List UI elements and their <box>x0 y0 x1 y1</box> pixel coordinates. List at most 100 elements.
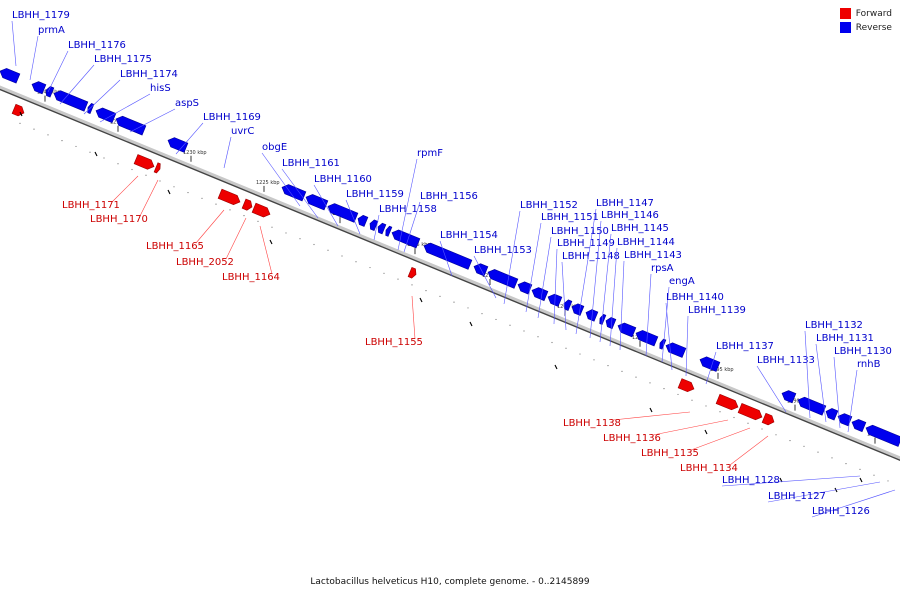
reverse-gene-label: LBHH_1179 <box>12 10 70 21</box>
guide-dot <box>467 307 469 309</box>
reverse-gene <box>699 356 721 372</box>
reverse-gene <box>659 338 667 350</box>
reverse-gene-label: LBHH_1176 <box>68 40 126 51</box>
tick-label: 1215 kbp <box>407 242 431 248</box>
guide-dot <box>313 243 315 246</box>
leader-line <box>811 489 896 518</box>
reverse-gene-label: rpsA <box>651 263 674 274</box>
reverse-gene <box>487 269 519 289</box>
guide-dot <box>341 255 343 257</box>
forward-gene-label: LBHH_1155 <box>365 337 423 348</box>
leader-line <box>259 225 273 275</box>
legend-reverse: Reverse <box>839 22 892 33</box>
leader-line <box>652 419 729 436</box>
reverse-gene-label: LBHH_1151 <box>541 212 599 223</box>
leader-line <box>537 236 552 319</box>
reverse-gene-label: LBHH_1175 <box>94 54 152 65</box>
reverse-gene-label: LBHH_1137 <box>716 341 774 352</box>
reverse-gene <box>357 214 369 227</box>
backbone <box>0 85 900 460</box>
leader-line <box>129 108 176 133</box>
reverse-swatch <box>839 22 851 33</box>
reverse-gene-label: rpmF <box>417 148 443 159</box>
feature-mark <box>859 477 863 483</box>
backbone-shadow <box>0 88 900 461</box>
reverse-gene <box>617 322 637 338</box>
guide-dot <box>663 388 665 390</box>
leader-line <box>599 233 612 343</box>
guide-dot <box>537 336 539 338</box>
legend-forward: Forward <box>839 8 892 19</box>
guide-dot <box>621 370 623 372</box>
reverse-gene-label: LBHH_1139 <box>688 305 746 316</box>
guide-dot <box>299 238 301 240</box>
forward-gene-label: LBHH_1134 <box>680 463 738 474</box>
feature-mark <box>779 477 783 483</box>
leader-line <box>661 286 670 363</box>
legend-forward-label: Forward <box>855 8 892 19</box>
guide-dot <box>397 278 399 280</box>
reverse-gene-label: LBHH_1152 <box>520 200 578 211</box>
leader-line <box>373 214 380 241</box>
forward-gene <box>241 198 253 211</box>
guide-dot <box>117 163 119 165</box>
reverse-gene <box>605 317 617 330</box>
forward-gene <box>677 378 695 393</box>
guide-dot <box>845 463 847 465</box>
reverse-gene-label: LBHH_1145 <box>611 223 669 234</box>
leader-line <box>195 209 225 244</box>
leader-line <box>575 208 597 335</box>
reverse-gene <box>531 287 549 302</box>
guide-dot <box>705 405 707 407</box>
leader-line <box>665 302 673 371</box>
guide-dot <box>271 226 273 228</box>
caption: Lactobacillus helveticus H10, complete g… <box>310 577 590 587</box>
forward-gene-label: LBHH_1170 <box>90 214 148 225</box>
leader-line <box>767 481 881 503</box>
guide-dot <box>803 445 805 447</box>
guide-dot <box>425 290 427 292</box>
guide-dot <box>75 145 77 148</box>
reverse-gene <box>665 342 687 358</box>
leader-line <box>473 255 497 299</box>
tick-label: 1230 kbp <box>183 150 207 156</box>
leader-line <box>612 411 691 421</box>
reverse-gene <box>0 68 21 84</box>
leader-line <box>815 343 827 423</box>
guide-dot <box>187 191 189 194</box>
forward-gene-label: LBHH_1136 <box>603 433 661 444</box>
forward-gene <box>11 103 25 117</box>
guide-dot <box>131 168 133 171</box>
reverse-gene <box>385 225 393 237</box>
guide-dot <box>817 451 819 453</box>
forward-gene-label: LBHH_1135 <box>641 448 699 459</box>
leader-line <box>439 240 453 277</box>
forward-gene <box>251 202 271 218</box>
reverse-gene <box>837 413 853 427</box>
forward-gene <box>153 162 161 174</box>
guide-dot <box>775 434 777 436</box>
guide-dot <box>509 324 511 326</box>
guide-dot <box>383 272 385 274</box>
reverse-gene-label: aspS <box>175 98 199 109</box>
reverse-gene <box>563 299 573 311</box>
reverse-gene-label: rnhB <box>857 359 881 370</box>
reverse-gene-label: LBHH_1153 <box>474 245 532 256</box>
leader-line <box>59 64 95 105</box>
reverse-gene <box>115 115 147 136</box>
reverse-gene <box>305 194 329 211</box>
forward-gene-label: LBHH_1171 <box>62 200 120 211</box>
reverse-gene <box>635 330 659 347</box>
reverse-gene-label: LBHH_1156 <box>420 191 478 202</box>
reverse-gene <box>571 303 585 316</box>
guide-dot <box>327 249 329 251</box>
leader-line <box>847 369 858 433</box>
leader-line <box>705 351 717 385</box>
reverse-gene-label: obgE <box>262 142 287 153</box>
forward-gene <box>737 402 763 421</box>
guide-dot <box>495 318 497 321</box>
leader-line <box>11 20 17 67</box>
reverse-gene <box>167 137 189 153</box>
legend-reverse-label: Reverse <box>855 22 892 33</box>
